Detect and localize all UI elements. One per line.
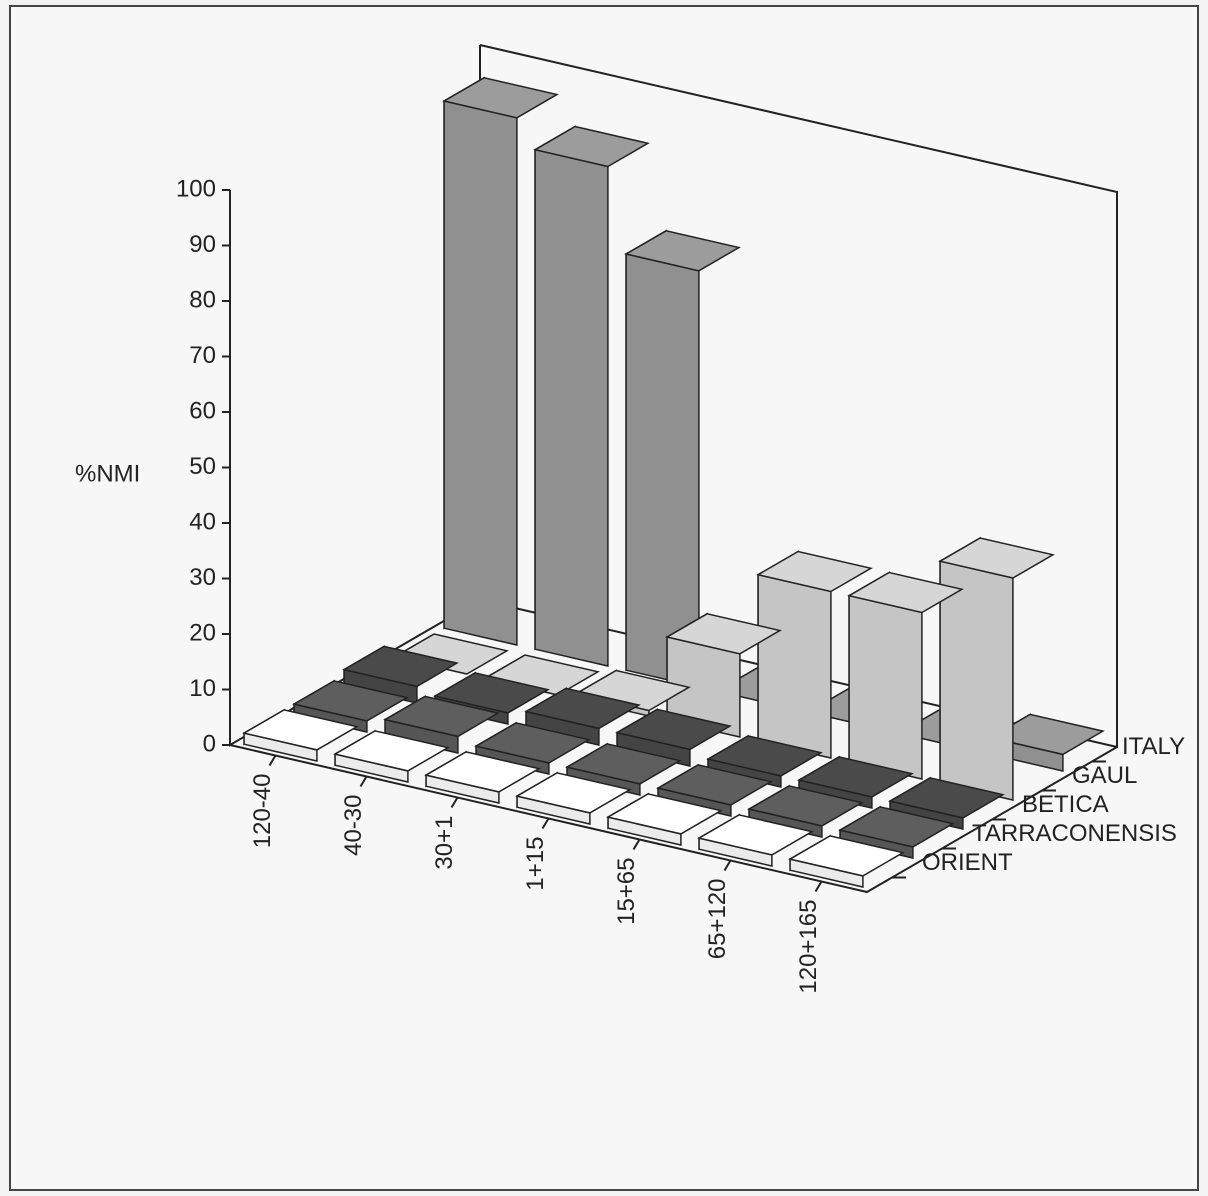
bar-top bbox=[533, 125, 650, 168]
legend-label: GAUL bbox=[1072, 762, 1137, 789]
bar-front bbox=[625, 253, 700, 688]
bar-top bbox=[333, 730, 450, 772]
y-tick-label: 90 bbox=[189, 231, 216, 258]
legend-label: TARRACONENSIS bbox=[972, 820, 1177, 847]
bar-top bbox=[656, 764, 773, 806]
x-tick-label: 15+65 bbox=[613, 858, 640, 925]
bar-top bbox=[847, 571, 964, 614]
legend-label: ORIENT bbox=[922, 849, 1013, 876]
y-tick-label: 40 bbox=[189, 508, 216, 535]
y-tick-label: 20 bbox=[189, 619, 216, 646]
x-tick bbox=[450, 796, 459, 809]
x-tick bbox=[723, 859, 732, 872]
bar-top bbox=[797, 756, 914, 798]
y-tick-label: 80 bbox=[189, 286, 216, 313]
bar-front bbox=[534, 148, 609, 667]
bar-top bbox=[988, 713, 1105, 756]
bar-top bbox=[788, 835, 905, 877]
bar-top bbox=[433, 672, 550, 714]
bar-top bbox=[565, 743, 682, 785]
bar-top bbox=[424, 751, 541, 793]
bar-top bbox=[606, 793, 723, 835]
bar-front bbox=[848, 594, 923, 780]
bar-top bbox=[665, 613, 782, 655]
labels: 0 10 20 30 40 50 60 70 80 90 100 120-40 40-30 30+1 1+1… bbox=[176, 175, 1185, 993]
bar-top bbox=[624, 230, 741, 272]
bar-top bbox=[383, 695, 500, 738]
bar-front bbox=[443, 100, 518, 646]
y-tick-label: 0 bbox=[203, 730, 216, 757]
floor-edges bbox=[229, 744, 1118, 894]
y-tick-label: 100 bbox=[176, 175, 216, 202]
bars bbox=[242, 76, 1105, 888]
x-tick bbox=[359, 775, 368, 788]
x-tick-label: 120+165 bbox=[795, 900, 822, 994]
bar-top bbox=[292, 680, 409, 722]
bar-top bbox=[838, 806, 955, 848]
y-tick-label: 50 bbox=[189, 453, 216, 480]
x-tick-label: 120-40 bbox=[249, 774, 276, 849]
y-tick-label: 70 bbox=[189, 342, 216, 369]
bar-top bbox=[515, 772, 632, 814]
bar-top bbox=[938, 537, 1055, 579]
bar-top bbox=[747, 785, 864, 827]
bar-top bbox=[474, 722, 591, 764]
bar-front bbox=[757, 573, 832, 759]
x-tick bbox=[814, 880, 823, 893]
bar-front bbox=[939, 560, 1014, 801]
bar-top bbox=[442, 77, 559, 119]
y-tick-label: 60 bbox=[189, 397, 216, 424]
y-tick-label: 10 bbox=[189, 675, 216, 702]
bar-top bbox=[242, 709, 359, 751]
bar-top bbox=[706, 735, 823, 777]
x-tick bbox=[632, 838, 641, 851]
legend-label: BETICA bbox=[1022, 791, 1109, 818]
bar-top bbox=[756, 550, 873, 593]
y-tick-label: 30 bbox=[189, 564, 216, 591]
legend-label: ITALY bbox=[1122, 733, 1185, 760]
bar-top bbox=[342, 645, 459, 688]
bar-top bbox=[615, 708, 732, 751]
x-tick-label: 40-30 bbox=[340, 795, 367, 856]
x-tick-label: 65+120 bbox=[704, 879, 731, 960]
bar-top bbox=[888, 777, 1005, 819]
x-tick-label: 30+1 bbox=[431, 816, 458, 870]
bar-top bbox=[697, 814, 814, 856]
x-tick bbox=[268, 754, 277, 767]
x-tick-label: 1+15 bbox=[522, 837, 549, 891]
bar-top bbox=[524, 687, 641, 730]
x-tick bbox=[541, 817, 550, 830]
y-axis-label: %NMI bbox=[75, 460, 140, 487]
